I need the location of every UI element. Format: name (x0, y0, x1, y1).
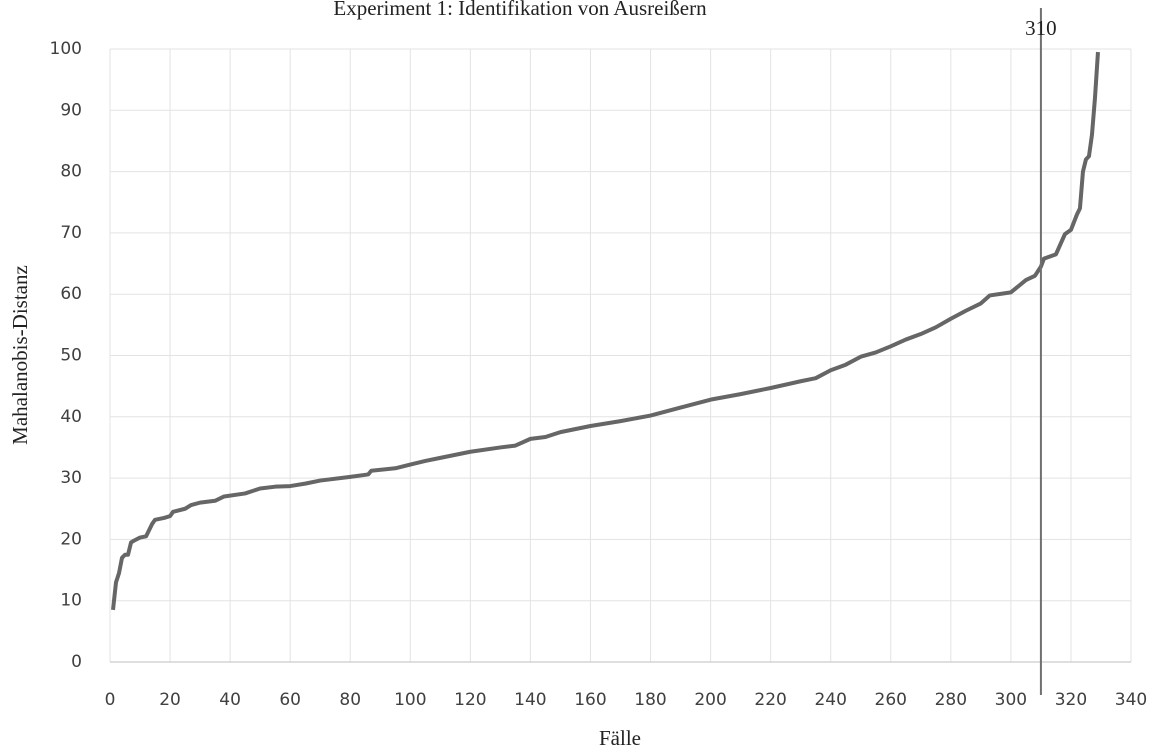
x-tick-label: 280 (935, 690, 967, 710)
x-tick-label: 240 (814, 690, 846, 710)
x-tick-label: 40 (219, 690, 241, 710)
y-tick-label: 40 (60, 407, 82, 427)
y-tick-label: 30 (60, 468, 82, 488)
y-tick-label: 90 (60, 100, 82, 120)
x-tick-label: 0 (105, 690, 116, 710)
y-tick-label: 50 (60, 346, 82, 366)
x-tick-label: 100 (394, 690, 426, 710)
x-tick-label: 200 (694, 690, 726, 710)
x-tick-label: 320 (1055, 690, 1087, 710)
x-tick-label: 340 (1115, 690, 1147, 710)
x-tick-label: 220 (754, 690, 786, 710)
x-tick-label: 300 (995, 690, 1027, 710)
y-tick-label: 20 (60, 529, 82, 549)
x-tick-label: 120 (454, 690, 486, 710)
x-tick-label: 260 (875, 690, 907, 710)
y-tick-label: 80 (60, 162, 82, 182)
y-tick-label: 100 (50, 39, 82, 59)
x-tick-label: 160 (574, 690, 606, 710)
y-tick-label: 70 (60, 223, 82, 243)
x-axis-label: Fälle (599, 726, 641, 750)
x-tick-label: 140 (514, 690, 546, 710)
x-tick-label: 60 (279, 690, 301, 710)
data-line (111, 51, 1100, 611)
y-axis-label: Mahalanobis-Distanz (8, 265, 32, 445)
x-tick-label: 180 (634, 690, 666, 710)
chart-title: Experiment 1: Identifikation von Ausreiß… (333, 0, 707, 20)
reference-label: 310 (1025, 16, 1057, 40)
x-tick-label: 20 (159, 690, 181, 710)
y-tick-label: 10 (60, 591, 82, 611)
y-tick-label: 60 (60, 284, 82, 304)
y-tick-label: 0 (71, 652, 82, 672)
x-tick-label: 80 (339, 690, 361, 710)
